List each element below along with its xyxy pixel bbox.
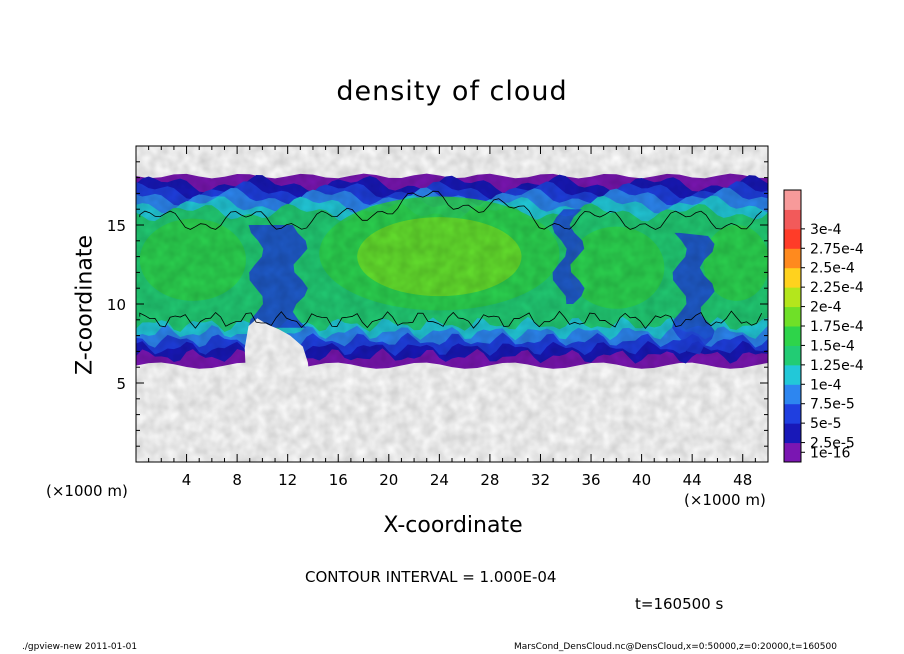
- field-texture: [136, 146, 768, 462]
- colorbar-label: 2.5e-4: [810, 261, 855, 277]
- time-annotation: t=160500 s: [635, 595, 724, 613]
- x-ticks: 4 8 12 16 20 24 28 32 36 40 44 48: [148, 146, 756, 489]
- colorbar-label: 1.75e-4: [810, 319, 864, 335]
- x-tick-label: 16: [329, 471, 348, 489]
- colorbar-label: 1e-4: [810, 377, 842, 393]
- colorbar-label: 2.25e-4: [810, 280, 864, 296]
- x-unit-label-right: (×1000 m): [684, 491, 766, 509]
- x-axis-label: X-coordinate: [0, 513, 904, 538]
- x-tick-label: 28: [480, 471, 499, 489]
- colorbar-swatch: [784, 423, 801, 444]
- colorbar-label: 1e-16: [810, 445, 850, 461]
- footer-program: ./gpview-new 2011-01-01: [22, 642, 138, 652]
- colorbar-swatch: [784, 326, 801, 346]
- x-tick-label: 12: [278, 471, 297, 489]
- colorbar-label: 1.5e-4: [810, 338, 855, 354]
- x-tick-label: 44: [683, 471, 702, 489]
- colorbar-swatch: [784, 209, 801, 230]
- y-tick-label: 10: [107, 296, 126, 314]
- y-tick-label: 5: [116, 375, 126, 393]
- x-tick-label: 36: [581, 471, 600, 489]
- colorbar-label: 2e-4: [810, 300, 842, 316]
- colorbar-label: 1.25e-4: [810, 358, 864, 374]
- footer-source: MarsCond_DensCloud.nc@DensCloud,x=0:5000…: [514, 642, 837, 652]
- colorbar: 1e-162.5e-5 5e-5 7.5e-5 1e-4 1.25e-4 1.5e-4 1.…: [783, 189, 864, 463]
- colorbar-swatch: [784, 306, 801, 327]
- colorbar-swatch: [784, 384, 801, 405]
- x-tick-label: 8: [232, 471, 242, 489]
- colorbar-label: 5e-5: [810, 416, 841, 432]
- colorbar-label: 7.5e-5: [810, 397, 855, 413]
- colorbar-swatch: [784, 403, 801, 424]
- chart-title: density of cloud: [336, 76, 568, 107]
- y-axis-label: Z-coordinate: [72, 235, 98, 375]
- x-tick-label: 40: [632, 471, 651, 489]
- x-unit-label-left: (×1000 m): [46, 482, 128, 500]
- density-field: [136, 146, 768, 462]
- contour-interval-note: CONTOUR INTERVAL = 1.000E-04: [305, 568, 557, 586]
- x-tick-label: 20: [379, 471, 398, 489]
- colorbar-swatch: [784, 248, 801, 269]
- colorbar-swatch: [784, 287, 801, 308]
- contour-line: [139, 310, 763, 330]
- y-ticks: 5 10 15: [107, 161, 768, 447]
- colorbar-label: 2.5e-5: [810, 436, 855, 452]
- colorbar-label: 2.75e-4: [810, 241, 864, 257]
- x-axis-label-text: X-coordinate: [383, 513, 523, 538]
- colorbar-swatch: [784, 190, 801, 210]
- x-tick-label: 4: [182, 471, 192, 489]
- colorbar-swatch: [784, 267, 801, 288]
- colorbar-swatch: [784, 442, 801, 463]
- colorbar-swatch: [784, 345, 801, 366]
- colorbar-swatch: [784, 228, 801, 249]
- colorbar-swatch: [784, 364, 801, 385]
- colorbar-label: 3e-4: [810, 222, 842, 238]
- x-tick-label: 32: [531, 471, 550, 489]
- contour-line: [139, 190, 762, 230]
- x-tick-label: 24: [430, 471, 449, 489]
- x-tick-label: 48: [733, 471, 752, 489]
- y-tick-label: 15: [107, 217, 126, 235]
